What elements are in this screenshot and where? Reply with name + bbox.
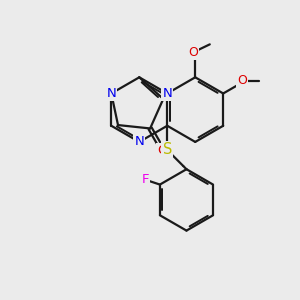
Text: N: N xyxy=(162,87,172,100)
Text: O: O xyxy=(158,144,168,157)
Text: O: O xyxy=(237,74,247,87)
Text: N: N xyxy=(106,87,116,100)
Text: F: F xyxy=(142,173,149,186)
Text: N: N xyxy=(134,135,144,148)
Text: S: S xyxy=(163,142,172,158)
Text: O: O xyxy=(188,46,198,59)
